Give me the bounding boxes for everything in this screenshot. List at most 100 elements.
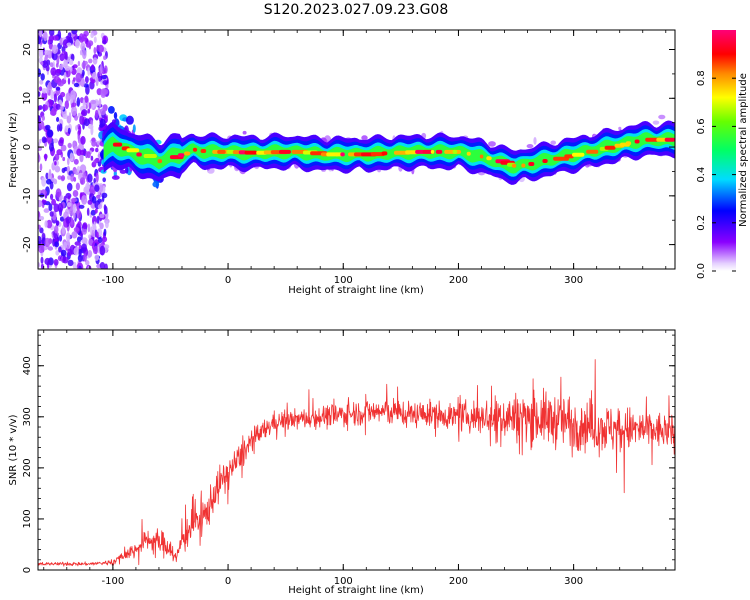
x-tick-label: 0	[225, 576, 231, 587]
heatmap-cell	[39, 30, 43, 38]
heatmap-cell	[57, 81, 64, 87]
colorbar-gradient	[712, 30, 736, 271]
heatmap-cell	[87, 223, 91, 233]
heatmap-cell	[44, 257, 51, 266]
heatmap-cell	[53, 203, 60, 213]
heatmap-cell	[70, 217, 74, 225]
heatmap-cell	[50, 67, 57, 76]
heatmap-cell	[73, 82, 80, 88]
heatmap-cell	[40, 73, 45, 81]
heatmap-cell	[99, 262, 106, 269]
heatmap-cell	[71, 231, 78, 239]
ridge-core	[136, 152, 142, 157]
heatmap-cell	[550, 140, 556, 145]
heatmap-cell	[65, 92, 71, 102]
heatmap-cell	[79, 49, 83, 56]
ridge-core	[200, 149, 207, 153]
heatmap-cell	[85, 104, 88, 110]
heatmap-cell	[87, 67, 91, 76]
snr-series-line	[38, 359, 675, 567]
heatmap-cell	[93, 159, 97, 165]
heatmap-cell	[72, 190, 79, 197]
heatmap-cell	[60, 175, 66, 181]
ridge-core	[112, 142, 123, 147]
heatmap-cell	[132, 124, 136, 133]
heatmap-cell	[70, 89, 76, 100]
heatmap-cell	[98, 185, 104, 192]
heatmap-cell	[72, 203, 77, 214]
ridge-core	[340, 152, 345, 157]
heatmap-cell	[96, 215, 100, 224]
heatmap-cell	[102, 185, 106, 193]
heatmap-cell	[55, 103, 61, 110]
heatmap-cell	[152, 181, 160, 188]
heatmap-cell	[108, 106, 115, 114]
ridge-core	[177, 153, 185, 158]
heatmap-cell	[55, 188, 62, 198]
heatmap-cell	[93, 36, 97, 43]
ridge-core	[184, 151, 191, 156]
snr-y-axis-label: SNR (10 * v/v)	[8, 414, 19, 485]
heatmap-cell	[90, 32, 94, 38]
heatmap-cell	[74, 115, 79, 121]
heatmap-cell	[41, 199, 47, 204]
heatmap-cell	[64, 100, 70, 110]
ridge-core	[126, 148, 140, 153]
heatmap-cell	[80, 111, 86, 116]
heatmap-cell	[54, 165, 61, 173]
heatmap-cell	[81, 243, 87, 252]
heatmap-cell	[59, 106, 65, 111]
heatmap-cell	[38, 146, 43, 151]
y-tick-label: 100	[22, 509, 33, 528]
heatmap-cell	[69, 66, 73, 73]
ridge-core	[466, 151, 471, 156]
heatmap-cell	[42, 104, 48, 111]
heatmap-cell	[83, 118, 90, 127]
heatmap-cell	[90, 103, 95, 109]
heatmap-cell	[40, 263, 44, 269]
heatmap-cell	[94, 254, 100, 261]
heatmap-cell	[40, 256, 44, 264]
heatmap-cell	[104, 263, 108, 269]
ridge-core	[192, 147, 198, 152]
heatmap-cell	[59, 64, 64, 71]
ridge-core	[656, 137, 668, 142]
heatmap-cell	[63, 71, 67, 81]
heatmap-cell	[60, 91, 66, 98]
heatmap-cell	[51, 198, 56, 206]
heatmap-cell	[81, 227, 88, 235]
heatmap-cell	[73, 247, 79, 256]
heatmap-cell	[78, 265, 82, 269]
heatmap-cell	[38, 243, 45, 254]
heatmap-cell	[79, 115, 85, 125]
heatmap-cell	[80, 42, 86, 51]
heatmap-cell	[48, 203, 53, 212]
y-tick-label: 0	[22, 144, 33, 150]
heatmap-cell	[38, 115, 41, 124]
heatmap-cell	[80, 77, 85, 87]
heatmap-cell	[56, 220, 60, 226]
heatmap-cell	[66, 182, 73, 192]
y-tick-label: -10	[22, 188, 33, 204]
heatmap-cell	[41, 115, 45, 121]
ridge-core	[226, 149, 235, 154]
heatmap-cell	[99, 245, 106, 256]
y-tick-label: 20	[22, 43, 33, 56]
heatmap-cell	[90, 79, 96, 84]
heatmap-cell	[82, 49, 87, 60]
ridge-core	[664, 137, 675, 142]
heatmap-cell	[113, 112, 118, 120]
colorbar: 0.0 0.2 0.4 0.6 0.8 Normalized spectral ampl…	[696, 30, 749, 279]
heatmap-cell	[93, 47, 97, 55]
heatmap-cell	[72, 140, 76, 147]
heatmap-cell	[102, 237, 105, 245]
heatmap-cell	[85, 76, 89, 84]
heatmap-cell	[58, 196, 63, 202]
heatmap-cell	[95, 172, 99, 183]
heatmap-cell	[85, 260, 90, 266]
heatmap-cell	[56, 69, 62, 74]
heatmap-cell	[74, 241, 81, 246]
heatmap-cell	[95, 76, 99, 87]
heatmap-cell	[70, 173, 75, 182]
